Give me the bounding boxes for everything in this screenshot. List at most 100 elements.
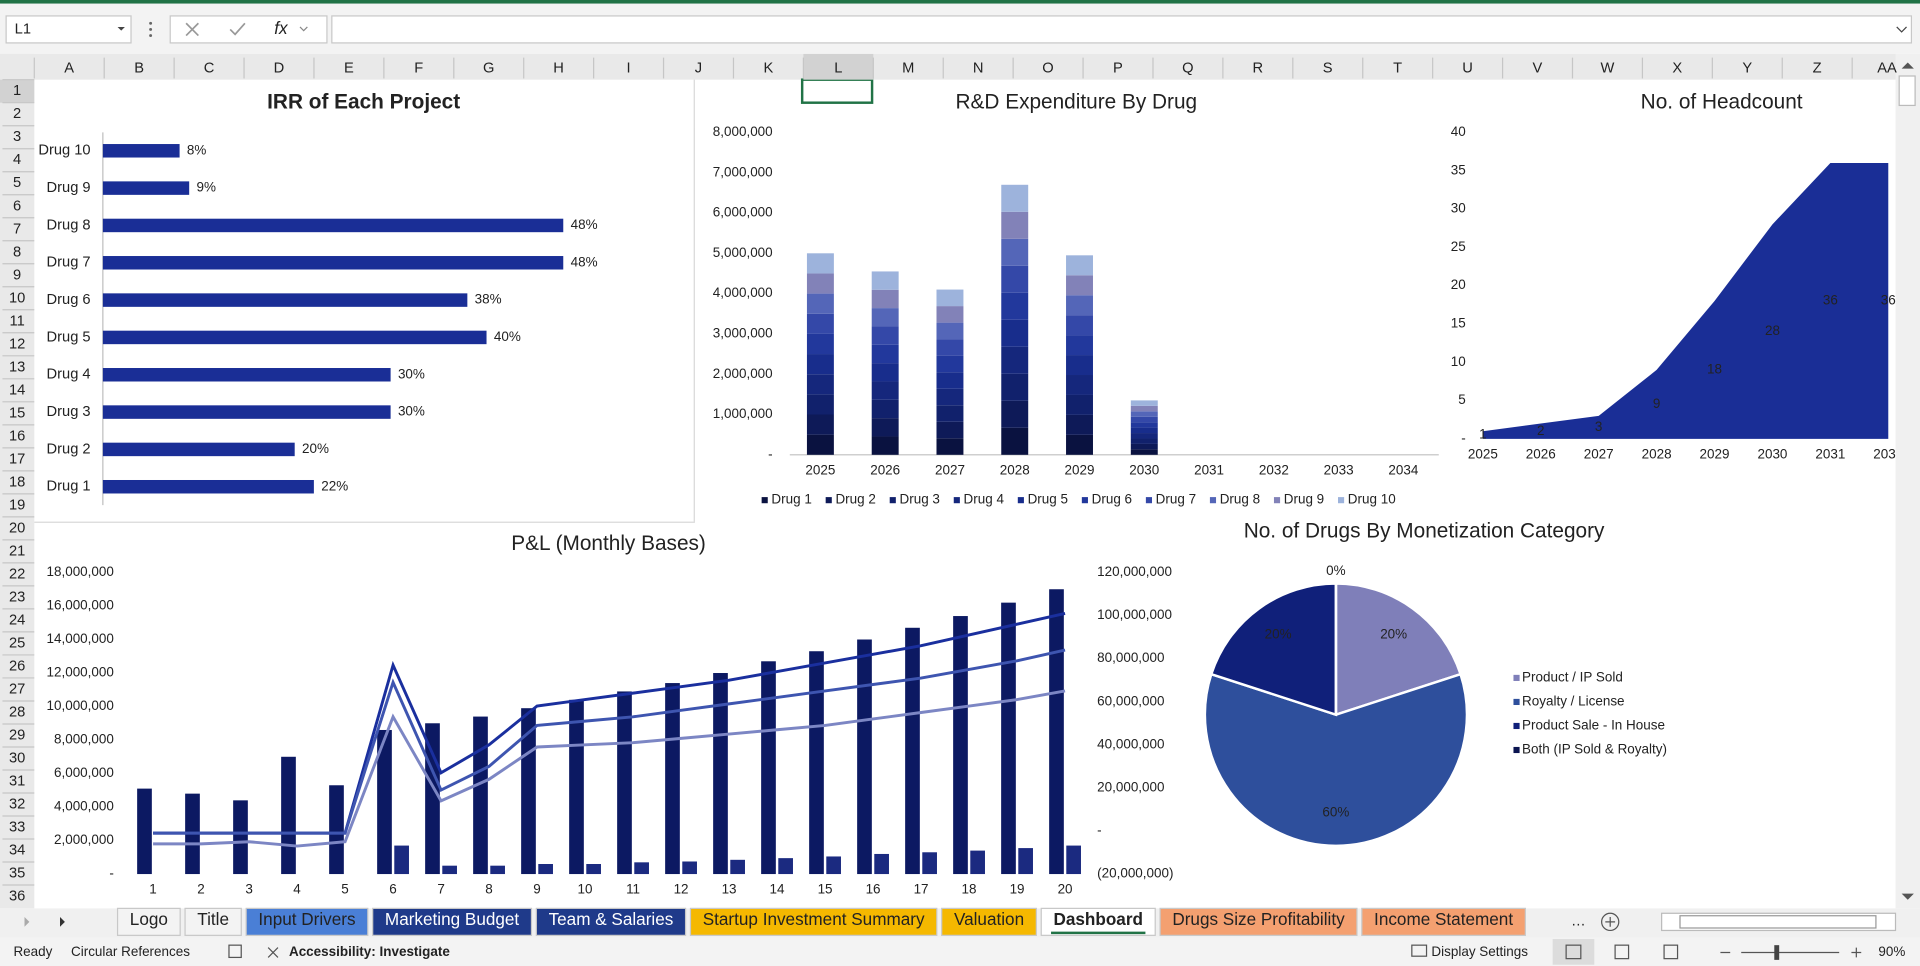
y-tick-label: 16,000,000 <box>46 598 113 613</box>
y-tick-label: 35 <box>1451 162 1466 177</box>
add-sheet[interactable] <box>1601 912 1620 932</box>
more-tabs[interactable]: … <box>1571 914 1586 930</box>
bar-segment <box>871 326 899 345</box>
sheet-tab[interactable] <box>184 907 242 936</box>
sheet-tab[interactable] <box>1159 907 1358 936</box>
status-circular[interactable]: Circular References <box>71 944 190 959</box>
y-tick-label: 4,000,000 <box>713 285 773 300</box>
x-tick-label: 2029 <box>1065 462 1095 477</box>
bar <box>970 850 985 875</box>
row-header: 21 <box>9 543 25 559</box>
normal-view[interactable] <box>1552 939 1595 965</box>
category-label: Drug 10 <box>38 143 90 159</box>
bar-segment <box>871 381 899 400</box>
x-tick-label: 2027 <box>1584 446 1614 461</box>
x-tick-label: 3 <box>245 882 252 897</box>
row-header: 26 <box>9 658 25 674</box>
y-tick-label: 5 <box>1458 392 1465 407</box>
legend-label: Drug 9 <box>1284 492 1324 507</box>
x-tick-label: 15 <box>818 882 833 897</box>
sheet-tab[interactable] <box>1040 907 1156 936</box>
y-tick-label: 14,000,000 <box>46 631 113 646</box>
data-label: 48% <box>571 217 598 232</box>
status-accessibility[interactable]: Accessibility: Investigate <box>289 944 450 959</box>
legend-label: Drug 5 <box>1028 492 1068 507</box>
y-tick-label: 10,000,000 <box>46 698 113 713</box>
enter-icon[interactable] <box>229 22 246 36</box>
bar-segment <box>1001 211 1029 239</box>
bar-segment <box>871 289 899 309</box>
sheet-tab-label: Valuation <box>954 909 1024 929</box>
row-header: 4 <box>13 152 21 168</box>
x-tick-label: 2034 <box>1388 462 1418 477</box>
row-header: 3 <box>13 129 21 145</box>
x-tick-label: 2025 <box>805 462 835 477</box>
sheet-tab[interactable] <box>689 907 938 936</box>
column-header: C <box>204 61 215 77</box>
sheet-tab[interactable] <box>245 907 369 936</box>
zoom-thumb[interactable] <box>1774 945 1780 960</box>
macro-icon[interactable] <box>228 944 242 959</box>
vertical-scrollbar[interactable] <box>1895 53 1920 909</box>
y2-tick-label: 60,000,000 <box>1097 693 1164 708</box>
bar-segment <box>936 289 964 307</box>
dropdown-icon[interactable] <box>117 26 125 31</box>
bar-segment <box>1001 427 1029 455</box>
x-tick-label: 19 <box>1010 882 1025 897</box>
accessibility-icon[interactable] <box>267 947 279 958</box>
x-tick-label: 20 <box>1058 882 1073 897</box>
zoom-slider[interactable] <box>1720 947 1862 958</box>
status-display[interactable]: Display Settings <box>1431 944 1528 959</box>
row-header: 25 <box>9 635 25 651</box>
chart-title: R&D Expenditure By Drug <box>956 90 1198 113</box>
y-tick-label: 8,000,000 <box>54 732 114 747</box>
bar-segment <box>936 438 964 455</box>
status-zoom[interactable]: 90% <box>1878 944 1905 959</box>
x-tick-label: 4 <box>293 882 301 897</box>
bar-segment <box>936 355 964 373</box>
bar-segment <box>806 394 834 415</box>
sheet-tab[interactable] <box>116 907 181 936</box>
formula-input[interactable] <box>331 15 1913 44</box>
x-tick-label: 1 <box>149 882 156 897</box>
expand-icon[interactable] <box>1896 26 1907 33</box>
row-header: 7 <box>13 221 21 237</box>
bar <box>102 293 468 307</box>
data-label: 20% <box>302 441 329 456</box>
legend-label: Drug 10 <box>1348 492 1396 507</box>
sheet-tab-label: Marketing Budget <box>385 909 520 929</box>
bar-segment <box>1130 433 1158 439</box>
column-header: M <box>902 61 914 77</box>
name-box[interactable] <box>5 15 132 44</box>
bar <box>953 616 968 875</box>
row-header: 28 <box>9 704 25 720</box>
page-layout-view[interactable] <box>1614 944 1630 960</box>
bar <box>442 865 457 875</box>
fx-button[interactable]: fx <box>274 18 289 38</box>
cancel-icon[interactable] <box>185 22 199 37</box>
sheet-tabs: Logo Title Input Drivers Marketing Budget Te… <box>116 907 1526 936</box>
display-icon[interactable] <box>1411 944 1428 957</box>
x-tick-label: 11 <box>626 882 640 897</box>
x-tick-label: 12 <box>674 882 689 897</box>
h-scroll-thumb[interactable] <box>1679 915 1877 929</box>
data-label: 0% <box>1326 563 1345 578</box>
scroll-thumb[interactable] <box>1898 75 1916 107</box>
category-label: Drug 8 <box>47 217 91 233</box>
bar <box>137 788 152 875</box>
fx-dropdown[interactable] <box>299 26 308 32</box>
data-label: 18 <box>1707 361 1722 376</box>
bar <box>329 785 344 875</box>
sheet-tab[interactable] <box>372 907 533 936</box>
tab-prev[interactable] <box>24 916 30 927</box>
sheet-tab[interactable] <box>1361 907 1526 936</box>
sheet-tab[interactable] <box>941 907 1037 936</box>
row-header: 12 <box>9 336 25 352</box>
tab-next[interactable] <box>60 916 65 927</box>
row-header-bar <box>0 53 35 909</box>
bar-segment <box>806 313 834 334</box>
sheet-tab[interactable] <box>535 907 687 936</box>
page-break-view[interactable] <box>1663 944 1679 960</box>
bar-segment <box>1001 373 1029 401</box>
bar <box>281 756 296 875</box>
